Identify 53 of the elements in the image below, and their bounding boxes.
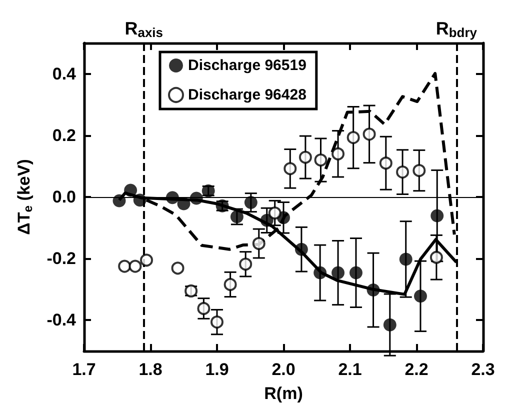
point <box>166 191 179 204</box>
y-axis-title: ΔTe (keV) <box>14 159 35 235</box>
point <box>314 266 327 280</box>
point <box>260 214 274 227</box>
x-tick-label: 2.1 <box>338 360 362 379</box>
point <box>366 284 380 297</box>
y-tick-label: 0.2 <box>52 126 76 145</box>
y-tick-label: 0.0 <box>52 188 76 206</box>
x-tick-label: 2.3 <box>471 360 495 379</box>
point <box>294 242 308 256</box>
point <box>332 266 345 280</box>
point <box>244 196 258 210</box>
point <box>346 131 360 144</box>
point <box>350 266 362 280</box>
x-tick-label: 2.2 <box>404 360 428 379</box>
point <box>399 252 412 266</box>
point <box>112 194 126 208</box>
legend-label: Discharge 96428 <box>188 86 306 104</box>
point <box>252 237 266 250</box>
point <box>197 302 210 315</box>
point <box>332 147 345 160</box>
point <box>383 318 396 332</box>
y-tick-label: 0.4 <box>52 64 77 84</box>
point <box>314 154 328 167</box>
point <box>379 156 392 170</box>
point <box>239 258 252 271</box>
point <box>430 209 444 222</box>
point <box>118 260 132 273</box>
point <box>396 166 410 179</box>
x-axis-title: R(m) <box>264 384 303 403</box>
point <box>128 260 142 273</box>
point <box>284 162 297 176</box>
y-tick-label: -0.2 <box>46 249 76 268</box>
point <box>171 262 184 275</box>
point <box>412 164 426 178</box>
point <box>298 150 312 164</box>
point <box>224 278 237 291</box>
point <box>414 290 427 303</box>
point <box>124 184 138 197</box>
point <box>210 316 224 329</box>
x-tick-label: 1.7 <box>72 360 96 379</box>
x-tick-label: 1.8 <box>138 360 162 379</box>
point <box>177 197 190 210</box>
legend-label: Discharge 96519 <box>188 57 306 74</box>
point <box>268 206 282 220</box>
point <box>133 194 146 207</box>
point <box>140 254 154 267</box>
point <box>430 250 443 264</box>
point <box>362 128 376 141</box>
x-tick-label: 1.9 <box>205 360 229 379</box>
y-tick-label: -0.4 <box>46 310 77 330</box>
x-tick-label: 2.0 <box>272 360 296 379</box>
point <box>190 192 203 205</box>
